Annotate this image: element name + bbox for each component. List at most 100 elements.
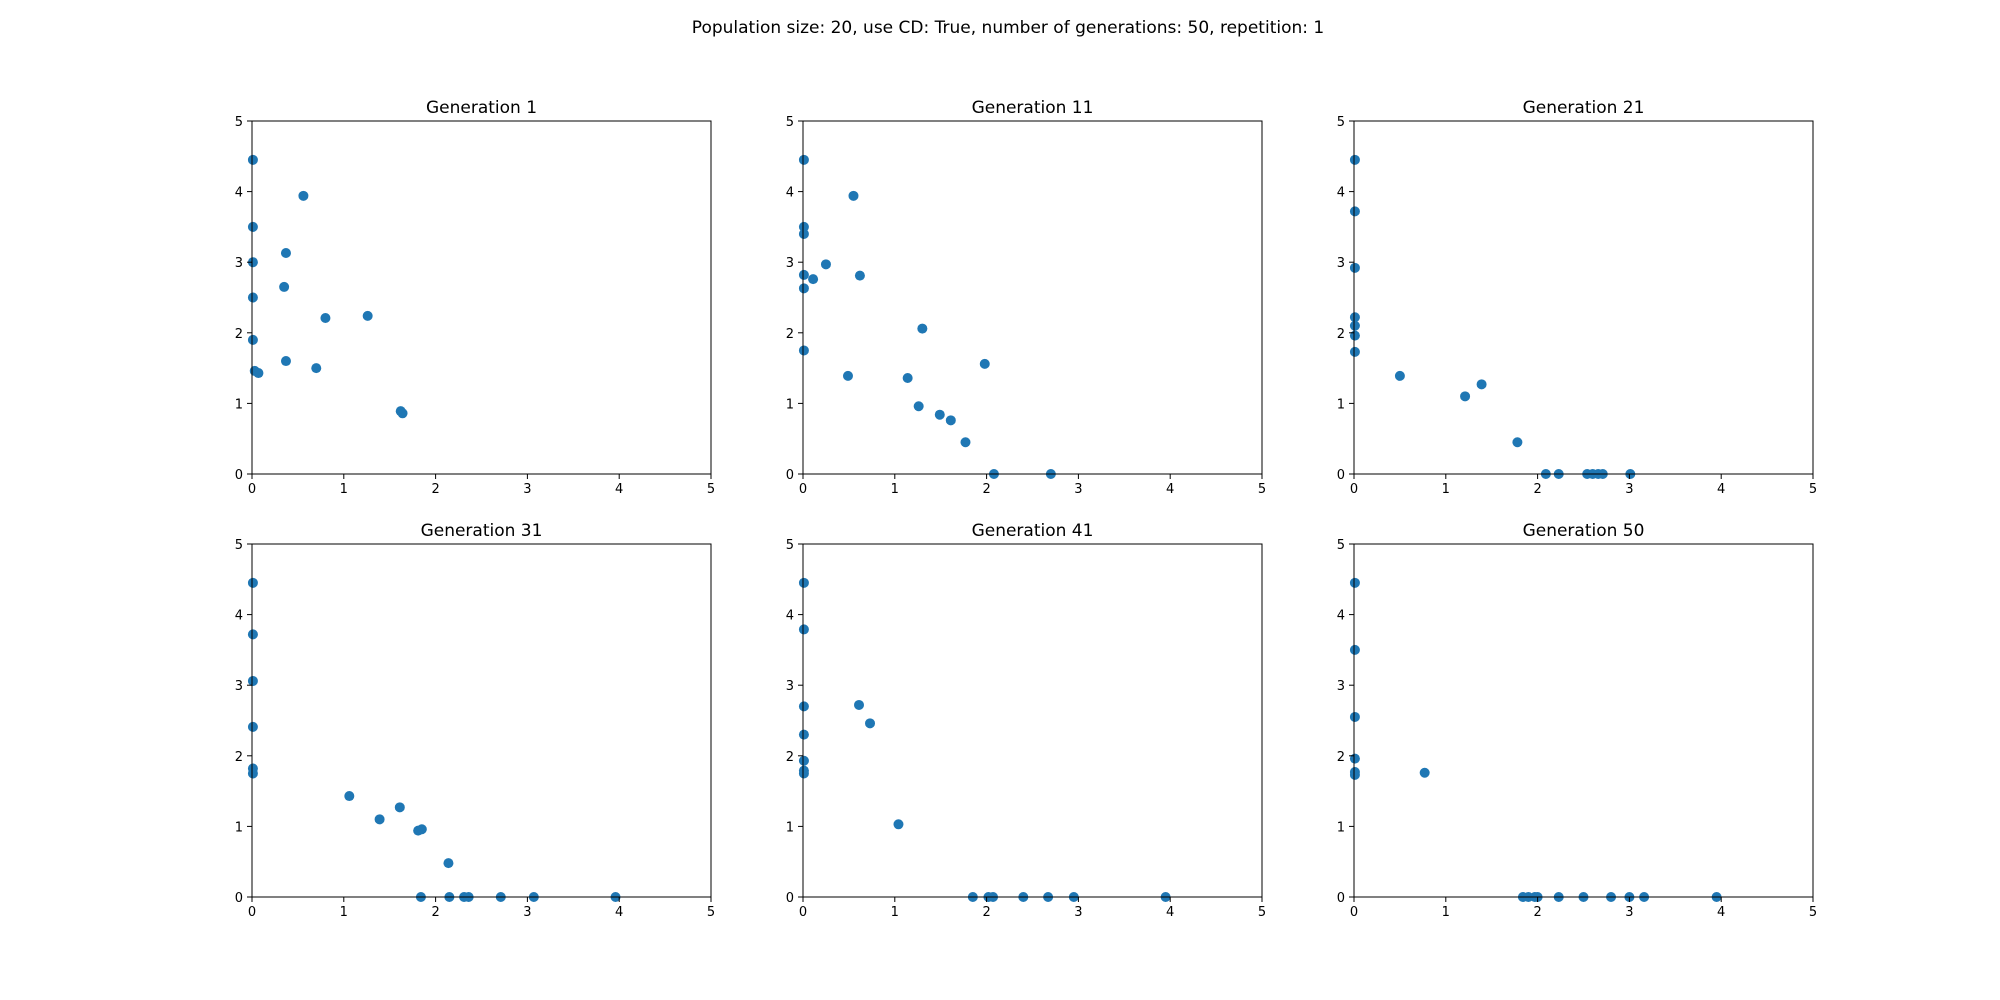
- subplot-title: Generation 1: [426, 98, 537, 118]
- axes-frame: [802, 543, 1263, 898]
- data-point: [798, 701, 809, 712]
- y-tick-label: 5: [1337, 115, 1345, 130]
- x-tick-label: 2: [431, 482, 439, 497]
- x-tick-label: 0: [248, 482, 256, 497]
- y-tick-label: 4: [1337, 609, 1345, 624]
- data-point: [848, 190, 859, 201]
- data-point: [247, 577, 258, 588]
- y-tick-label: 1: [235, 820, 243, 835]
- data-point: [1419, 767, 1430, 778]
- x-tick-label: 4: [1717, 905, 1725, 920]
- y-tick-label: 0: [1337, 468, 1345, 483]
- y-tick-label: 4: [235, 186, 243, 201]
- data-point: [1512, 437, 1523, 448]
- x-tick-label: 4: [1166, 905, 1174, 920]
- data-point: [320, 312, 331, 323]
- subplot-title: Generation 31: [421, 521, 543, 541]
- y-tick-label: 5: [235, 115, 243, 130]
- data-point: [798, 577, 809, 588]
- data-point: [798, 221, 809, 232]
- x-tick-label: 5: [1258, 482, 1266, 497]
- y-tick-label: 4: [786, 609, 794, 624]
- y-tick-label: 5: [1337, 538, 1345, 553]
- data-point: [798, 228, 809, 239]
- y-tick-label: 3: [235, 256, 243, 271]
- subplot-title: Generation 11: [972, 98, 1094, 118]
- data-point: [247, 721, 258, 732]
- y-tick-label: 4: [235, 609, 243, 624]
- data-point: [311, 363, 322, 374]
- data-point: [247, 257, 258, 268]
- data-point: [1460, 391, 1471, 402]
- y-tick-label: 3: [1337, 679, 1345, 694]
- axes-frame: [251, 543, 712, 898]
- subplot-6: Generation 50 0 1 2 3 4 5 0 1 2 3 4 5: [1337, 521, 1817, 920]
- data-point: [1476, 379, 1487, 390]
- x-tick-label: 5: [1809, 482, 1817, 497]
- data-point: [247, 221, 258, 232]
- data-point: [853, 699, 864, 710]
- data-point: [394, 802, 405, 813]
- subplot-5: Generation 41 0 1 2 3 4 5 0 1 2 3 4 5: [786, 521, 1266, 920]
- subplot-3: Generation 21 0 1 2 3 4 5 0 1 2 3 4 5: [1337, 98, 1817, 497]
- x-tick-label: 4: [1166, 482, 1174, 497]
- data-point: [798, 768, 809, 779]
- y-tick-label: 5: [786, 115, 794, 130]
- data-point: [374, 814, 385, 825]
- subplot-title: Generation 50: [1523, 521, 1645, 541]
- y-tick-label: 0: [786, 891, 794, 906]
- data-point: [893, 819, 904, 830]
- axes-frame: [802, 120, 1263, 475]
- axes-frame: [1353, 120, 1814, 475]
- data-point: [247, 629, 258, 640]
- x-tick-label: 4: [615, 905, 623, 920]
- data-point: [913, 401, 924, 412]
- y-tick-label: 0: [235, 468, 243, 483]
- x-tick-label: 1: [1442, 482, 1450, 497]
- x-tick-label: 1: [340, 905, 348, 920]
- data-point: [1349, 312, 1360, 323]
- y-tick-label: 0: [786, 468, 794, 483]
- data-point: [247, 154, 258, 165]
- data-point: [842, 370, 853, 381]
- y-tick-label: 3: [235, 679, 243, 694]
- data-point: [253, 368, 264, 379]
- data-point: [397, 408, 408, 419]
- data-point: [917, 323, 928, 334]
- subplot-grid: Generation 1 0 1 2 3 4 5 0 1 2 3 4 5 Generation 11 0 1 2…: [235, 98, 1817, 920]
- data-point: [854, 270, 865, 281]
- x-tick-label: 5: [707, 482, 715, 497]
- data-point: [1349, 644, 1360, 655]
- subplot-4: Generation 31 0 1 2 3 4 5 0 1 2 3 4 5: [235, 521, 715, 920]
- data-point: [798, 269, 809, 280]
- y-tick-label: 5: [235, 538, 243, 553]
- x-tick-label: 5: [707, 905, 715, 920]
- y-tick-label: 3: [786, 256, 794, 271]
- x-tick-label: 1: [891, 905, 899, 920]
- y-tick-label: 4: [786, 186, 794, 201]
- data-point: [1349, 320, 1360, 331]
- data-point: [945, 415, 956, 426]
- subplot-title: Generation 41: [972, 521, 1094, 541]
- data-point: [247, 675, 258, 686]
- x-tick-label: 3: [1625, 905, 1633, 920]
- y-tick-label: 2: [1337, 750, 1345, 765]
- y-tick-label: 0: [235, 891, 243, 906]
- data-point: [1349, 346, 1360, 357]
- data-point: [247, 292, 258, 303]
- data-point: [1349, 711, 1360, 722]
- data-point: [1349, 769, 1360, 780]
- y-tick-label: 2: [786, 750, 794, 765]
- x-tick-label: 3: [1074, 905, 1082, 920]
- y-tick-label: 0: [1337, 891, 1345, 906]
- x-tick-label: 0: [799, 482, 807, 497]
- data-point: [298, 190, 309, 201]
- x-tick-label: 5: [1258, 905, 1266, 920]
- data-point: [798, 345, 809, 356]
- data-point: [934, 409, 945, 420]
- subplot-2: Generation 11 0 1 2 3 4 5 0 1 2 3 4 5: [786, 98, 1266, 497]
- subplot-1: Generation 1 0 1 2 3 4 5 0 1 2 3 4 5: [235, 98, 715, 497]
- x-tick-label: 1: [340, 482, 348, 497]
